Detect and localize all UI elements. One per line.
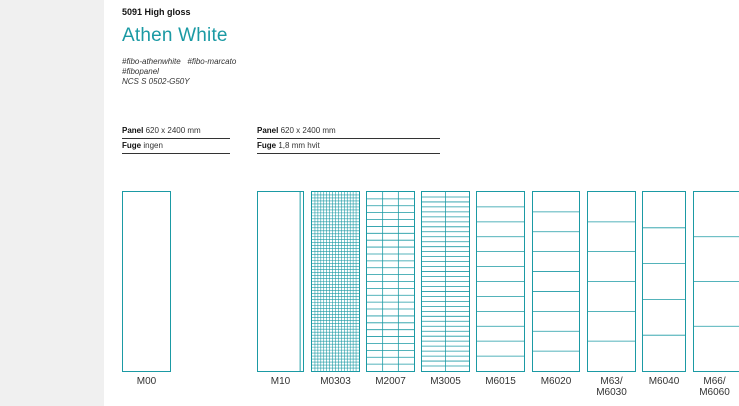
- tag[interactable]: #fibopanel: [122, 67, 159, 76]
- panel-m0303[interactable]: [311, 191, 360, 372]
- pattern-label-line1: M66/: [703, 376, 726, 387]
- panel-m6015-pattern: [477, 206, 524, 357]
- pattern-label-m0303: M0303: [320, 376, 351, 387]
- panel-label: Panel: [122, 126, 144, 135]
- ncs-code: NCS S 0502-G50Y: [122, 77, 190, 86]
- panel-size: 620 x 2400 mm: [145, 126, 201, 135]
- pattern-label-line1: M63/: [600, 376, 623, 387]
- pattern-label-m6015: M6015: [485, 376, 516, 387]
- panel-m6060[interactable]: [693, 191, 739, 372]
- pattern-label-m00: M00: [136, 376, 157, 387]
- joint-value: 1,8 mm hvit: [278, 141, 320, 150]
- joint-value: ingen: [143, 141, 163, 150]
- pattern-label-m10: M10: [270, 376, 291, 387]
- panel-m6015[interactable]: [476, 191, 525, 372]
- panel-m6020-pattern: [533, 211, 579, 352]
- pattern-label-m6040: M6040: [648, 376, 680, 387]
- spec-block-with-joint: Panel 620 x 2400 mm Fuge 1,8 mm hvit: [257, 124, 440, 154]
- panel-m6030-pattern: [588, 221, 635, 342]
- panel-m6060-pattern: [694, 236, 739, 327]
- pattern-label-m66: M66/ M6060: [690, 376, 739, 398]
- spec-block-no-joint: Panel 620 x 2400 mm Fuge ingen: [122, 124, 230, 154]
- panel-m3005-pattern: [422, 192, 469, 371]
- panel-m2007-pattern: [367, 192, 414, 371]
- panel-m10[interactable]: [257, 191, 304, 372]
- panel-m2007[interactable]: [366, 191, 415, 372]
- joint-label: Fuge: [122, 141, 142, 150]
- sidebar: [0, 0, 104, 406]
- joint-label: Fuge: [257, 141, 277, 150]
- pattern-label-line2: M6030: [596, 387, 627, 398]
- pattern-label-line2: M6060: [699, 387, 730, 398]
- panel-m10-pattern: [299, 192, 301, 371]
- panel-m6040[interactable]: [642, 191, 686, 372]
- panel-m6030[interactable]: [587, 191, 636, 372]
- tag[interactable]: #fibo-athenwhite: [122, 57, 181, 66]
- pattern-label-m3005: M3005: [430, 376, 461, 387]
- pattern-label-m2007: M2007: [375, 376, 406, 387]
- panel-m0303-pattern: [312, 192, 359, 371]
- product-code: 5091 High gloss: [122, 7, 191, 17]
- product-tags: #fibo-athenwhite #fibo-marcato #fibopane…: [122, 57, 236, 87]
- pattern-label-m63: M63/ M6030: [584, 376, 639, 398]
- panel-m3005[interactable]: [421, 191, 470, 372]
- panel-m6040-pattern: [643, 227, 685, 336]
- panel-size: 620 x 2400 mm: [280, 126, 336, 135]
- tag[interactable]: #fibo-marcato: [187, 57, 237, 66]
- panel-m00[interactable]: [122, 191, 171, 372]
- pattern-label-m6020: M6020: [540, 376, 572, 387]
- panel-m6020[interactable]: [532, 191, 580, 372]
- panel-label: Panel: [257, 126, 279, 135]
- product-title: Athen White: [122, 25, 228, 46]
